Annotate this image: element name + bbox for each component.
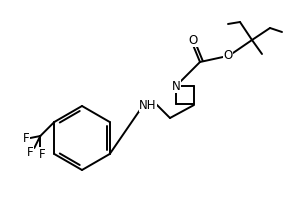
Text: F: F	[39, 147, 46, 160]
Text: F: F	[23, 131, 30, 144]
Text: O: O	[188, 34, 197, 46]
Text: N: N	[172, 79, 180, 92]
Text: NH: NH	[139, 98, 157, 111]
Text: F: F	[27, 146, 34, 159]
Text: O: O	[223, 49, 233, 61]
